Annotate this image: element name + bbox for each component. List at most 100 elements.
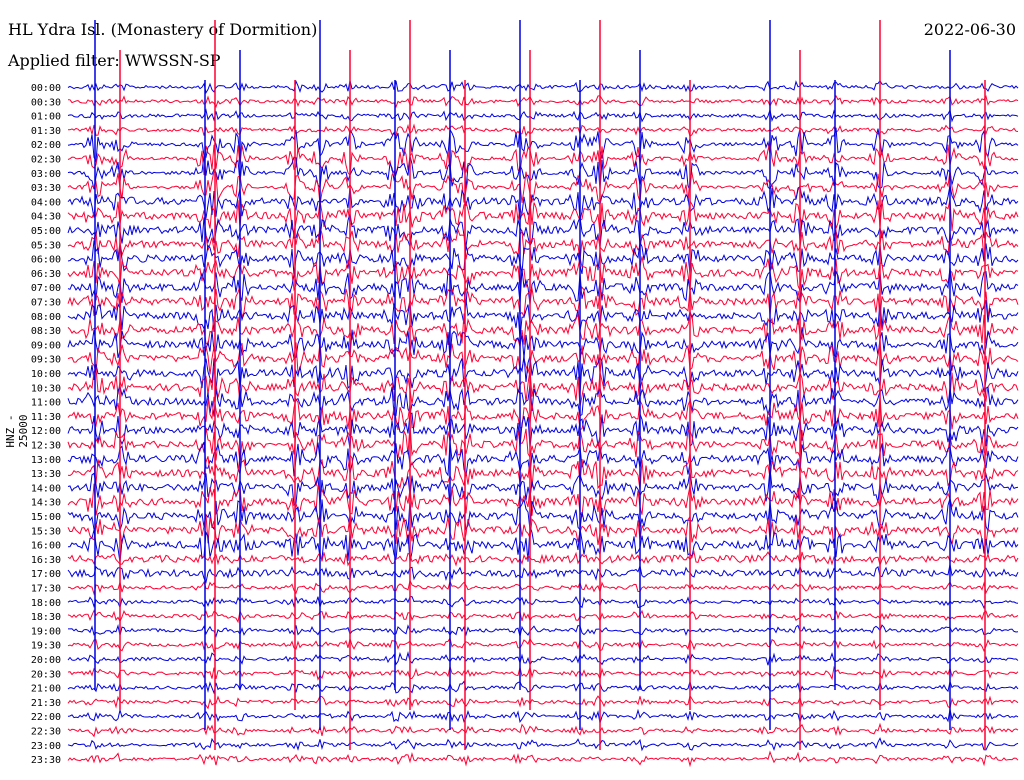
row-time-label: 19:30 [31, 641, 61, 652]
seismic-trace-row [67, 341, 1019, 375]
filter-label: Applied filter: WWSSN-SP [8, 51, 221, 70]
seismic-trace-row [67, 79, 1019, 95]
seismic-trace-row [67, 285, 1019, 320]
row-time-label: 08:00 [31, 312, 61, 323]
seismic-trace-row [67, 412, 1019, 449]
row-time-label: 09:00 [31, 340, 61, 351]
row-time-label: 05:00 [31, 226, 61, 237]
row-time-label: 19:00 [31, 626, 61, 637]
row-time-label: 17:00 [31, 569, 61, 580]
seismic-trace-row [67, 355, 1019, 393]
seismic-trace-row [67, 199, 1019, 235]
row-time-label: 22:30 [31, 727, 61, 738]
seismic-trace-row [67, 737, 1019, 752]
row-time-label: 18:00 [31, 598, 61, 609]
seismic-trace-row [67, 226, 1019, 261]
row-time-label: 07:00 [31, 283, 61, 294]
row-time-label: 11:00 [31, 398, 61, 409]
row-time-label: 12:30 [31, 441, 61, 452]
seismic-trace-row [67, 140, 1019, 177]
seismic-trace-row [67, 579, 1019, 596]
seismic-trace-row [67, 609, 1019, 624]
seismic-trace-row [67, 127, 1019, 163]
row-time-label: 05:30 [31, 240, 61, 251]
row-time-label: 13:00 [31, 455, 61, 466]
seismic-trace-row [67, 169, 1019, 205]
seismic-trace-row [67, 679, 1019, 695]
row-time-label: 06:30 [31, 269, 61, 280]
seismic-trace-row [67, 550, 1019, 567]
seismic-trace-row [67, 213, 1019, 248]
seismic-trace-row [67, 240, 1019, 275]
row-time-label: 01:00 [31, 112, 61, 123]
seismic-trace-row [67, 299, 1019, 339]
seismic-trace-row [67, 185, 1019, 221]
seismic-trace-row [67, 483, 1019, 518]
seismic-trace-row [67, 513, 1019, 550]
row-time-label: 11:30 [31, 412, 61, 423]
seismic-trace-row [67, 664, 1019, 681]
station-title: HL Ydra Isl. (Monastery of Dormition) [8, 20, 318, 39]
row-time-label: 10:30 [31, 383, 61, 394]
row-time-label: 03:30 [31, 183, 61, 194]
row-time-label: 22:00 [31, 712, 61, 723]
row-time-label: 01:30 [31, 126, 61, 137]
row-time-label: 15:00 [31, 512, 61, 523]
row-time-label: 02:00 [31, 140, 61, 151]
row-time-label: 07:30 [31, 298, 61, 309]
row-time-label: 06:00 [31, 255, 61, 266]
row-time-label: 13:30 [31, 469, 61, 480]
seismic-trace-row [67, 108, 1019, 123]
row-time-label: 00:30 [31, 97, 61, 108]
seismic-trace-row [67, 384, 1019, 417]
seismic-trace-row [67, 441, 1019, 477]
row-time-label: 23:00 [31, 741, 61, 752]
row-time-label: 04:30 [31, 212, 61, 223]
seismic-trace-row [67, 396, 1019, 434]
row-time-label: 23:30 [31, 755, 61, 766]
seismic-trace-row [67, 155, 1019, 191]
seismic-trace-row [67, 452, 1019, 490]
row-time-label: 14:30 [31, 498, 61, 509]
seismic-trace-row [67, 468, 1019, 507]
row-time-label: 20:30 [31, 669, 61, 680]
seismic-trace-row [67, 94, 1019, 109]
row-time-label: 02:30 [31, 155, 61, 166]
row-time-label: 12:00 [31, 426, 61, 437]
row-time-label: 00:00 [31, 83, 61, 94]
row-time-label: 21:30 [31, 698, 61, 709]
row-time-label: 14:00 [31, 483, 61, 494]
row-time-label: 18:30 [31, 612, 61, 623]
seismic-trace-row [67, 327, 1019, 360]
row-time-label: 03:00 [31, 169, 61, 180]
row-time-label: 16:30 [31, 555, 61, 566]
seismic-trace-row [67, 750, 1019, 768]
row-time-label: 21:00 [31, 684, 61, 695]
seismic-trace-row [67, 312, 1019, 348]
seismic-trace-row [67, 596, 1019, 610]
seismic-trace-row [68, 123, 1019, 138]
seismic-trace-row [67, 497, 1019, 533]
row-time-label: 09:30 [31, 355, 61, 366]
seismic-trace-row [67, 722, 1019, 738]
row-time-label: 10:00 [31, 369, 61, 380]
seismic-trace-row [67, 424, 1019, 463]
seismic-trace-row [68, 624, 1019, 638]
row-time-label: 20:00 [31, 655, 61, 666]
seismic-trace-row [67, 694, 1019, 710]
seismic-trace-row [67, 526, 1019, 563]
seismic-trace-row [67, 651, 1019, 666]
seismic-trace-row [67, 564, 1019, 584]
row-time-label: 16:00 [31, 541, 61, 552]
seismic-trace-row [67, 636, 1019, 654]
seismic-trace-row [67, 366, 1019, 407]
row-time-label: 04:00 [31, 197, 61, 208]
record-date: 2022-06-30 [923, 20, 1016, 39]
row-time-label: 17:30 [31, 584, 61, 595]
row-time-label: 15:30 [31, 526, 61, 537]
seismic-trace-row [67, 256, 1019, 292]
seismic-trace-row [67, 266, 1019, 305]
row-time-label: 08:30 [31, 326, 61, 337]
seismic-trace-row [67, 708, 1019, 724]
